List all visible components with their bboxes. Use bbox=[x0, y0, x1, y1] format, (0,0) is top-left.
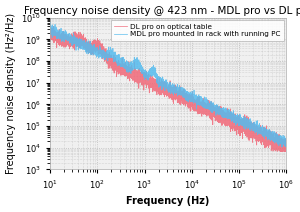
DL pro on optical table bbox=[243, 123, 246, 126]
Y-axis label: Frequency noise density (Hz²/Hz): Frequency noise density (Hz²/Hz) bbox=[6, 13, 16, 174]
MDL pro mounted in rack with running PC bbox=[225, 115, 228, 117]
Title: Frequency noise density @ 423 nm - MDL pro vs DL pro: Frequency noise density @ 423 nm - MDL p… bbox=[24, 6, 300, 15]
MDL pro mounted in rack with running PC bbox=[91, 51, 95, 53]
Line: DL pro on optical table: DL pro on optical table bbox=[50, 26, 286, 151]
MDL pro mounted in rack with running PC bbox=[48, 27, 52, 29]
Line: MDL pro mounted in rack with running PC: MDL pro mounted in rack with running PC bbox=[50, 22, 286, 147]
DL pro on optical table bbox=[139, 79, 142, 81]
DL pro on optical table bbox=[52, 25, 56, 28]
MDL pro mounted in rack with running PC bbox=[202, 99, 206, 101]
DL pro on optical table bbox=[48, 36, 52, 39]
DL pro on optical table bbox=[225, 117, 228, 120]
MDL pro mounted in rack with running PC bbox=[243, 119, 246, 121]
DL pro on optical table bbox=[190, 103, 194, 106]
MDL pro mounted in rack with running PC bbox=[139, 69, 142, 72]
DL pro on optical table bbox=[285, 146, 288, 149]
MDL pro mounted in rack with running PC bbox=[190, 95, 194, 97]
X-axis label: Frequency (Hz): Frequency (Hz) bbox=[127, 197, 210, 206]
DL pro on optical table bbox=[202, 106, 206, 109]
Legend: DL pro on optical table, MDL pro mounted in rack with running PC: DL pro on optical table, MDL pro mounted… bbox=[111, 20, 284, 41]
DL pro on optical table bbox=[91, 48, 95, 50]
MDL pro mounted in rack with running PC bbox=[285, 146, 288, 149]
MDL pro mounted in rack with running PC bbox=[49, 21, 52, 24]
DL pro on optical table bbox=[271, 150, 275, 152]
